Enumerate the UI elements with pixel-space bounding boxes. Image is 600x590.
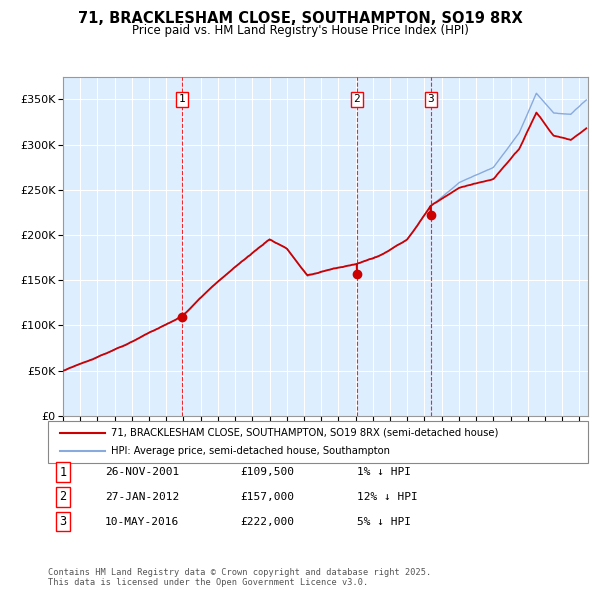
Text: 3: 3 [59, 515, 67, 528]
Text: 26-NOV-2001: 26-NOV-2001 [105, 467, 179, 477]
Text: £222,000: £222,000 [240, 517, 294, 526]
Text: 71, BRACKLESHAM CLOSE, SOUTHAMPTON, SO19 8RX: 71, BRACKLESHAM CLOSE, SOUTHAMPTON, SO19… [77, 11, 523, 25]
Text: Price paid vs. HM Land Registry's House Price Index (HPI): Price paid vs. HM Land Registry's House … [131, 24, 469, 37]
Text: 3: 3 [427, 94, 434, 104]
Text: 5% ↓ HPI: 5% ↓ HPI [357, 517, 411, 526]
Text: £109,500: £109,500 [240, 467, 294, 477]
Text: Contains HM Land Registry data © Crown copyright and database right 2025.
This d: Contains HM Land Registry data © Crown c… [48, 568, 431, 587]
Text: £157,000: £157,000 [240, 492, 294, 502]
Text: 1% ↓ HPI: 1% ↓ HPI [357, 467, 411, 477]
Text: 1: 1 [178, 94, 185, 104]
Text: 1: 1 [59, 466, 67, 478]
Text: HPI: Average price, semi-detached house, Southampton: HPI: Average price, semi-detached house,… [111, 446, 390, 456]
Text: 2: 2 [353, 94, 360, 104]
Text: 2: 2 [59, 490, 67, 503]
Text: 71, BRACKLESHAM CLOSE, SOUTHAMPTON, SO19 8RX (semi-detached house): 71, BRACKLESHAM CLOSE, SOUTHAMPTON, SO19… [111, 428, 499, 438]
Text: 12% ↓ HPI: 12% ↓ HPI [357, 492, 418, 502]
Text: 27-JAN-2012: 27-JAN-2012 [105, 492, 179, 502]
Text: 10-MAY-2016: 10-MAY-2016 [105, 517, 179, 526]
